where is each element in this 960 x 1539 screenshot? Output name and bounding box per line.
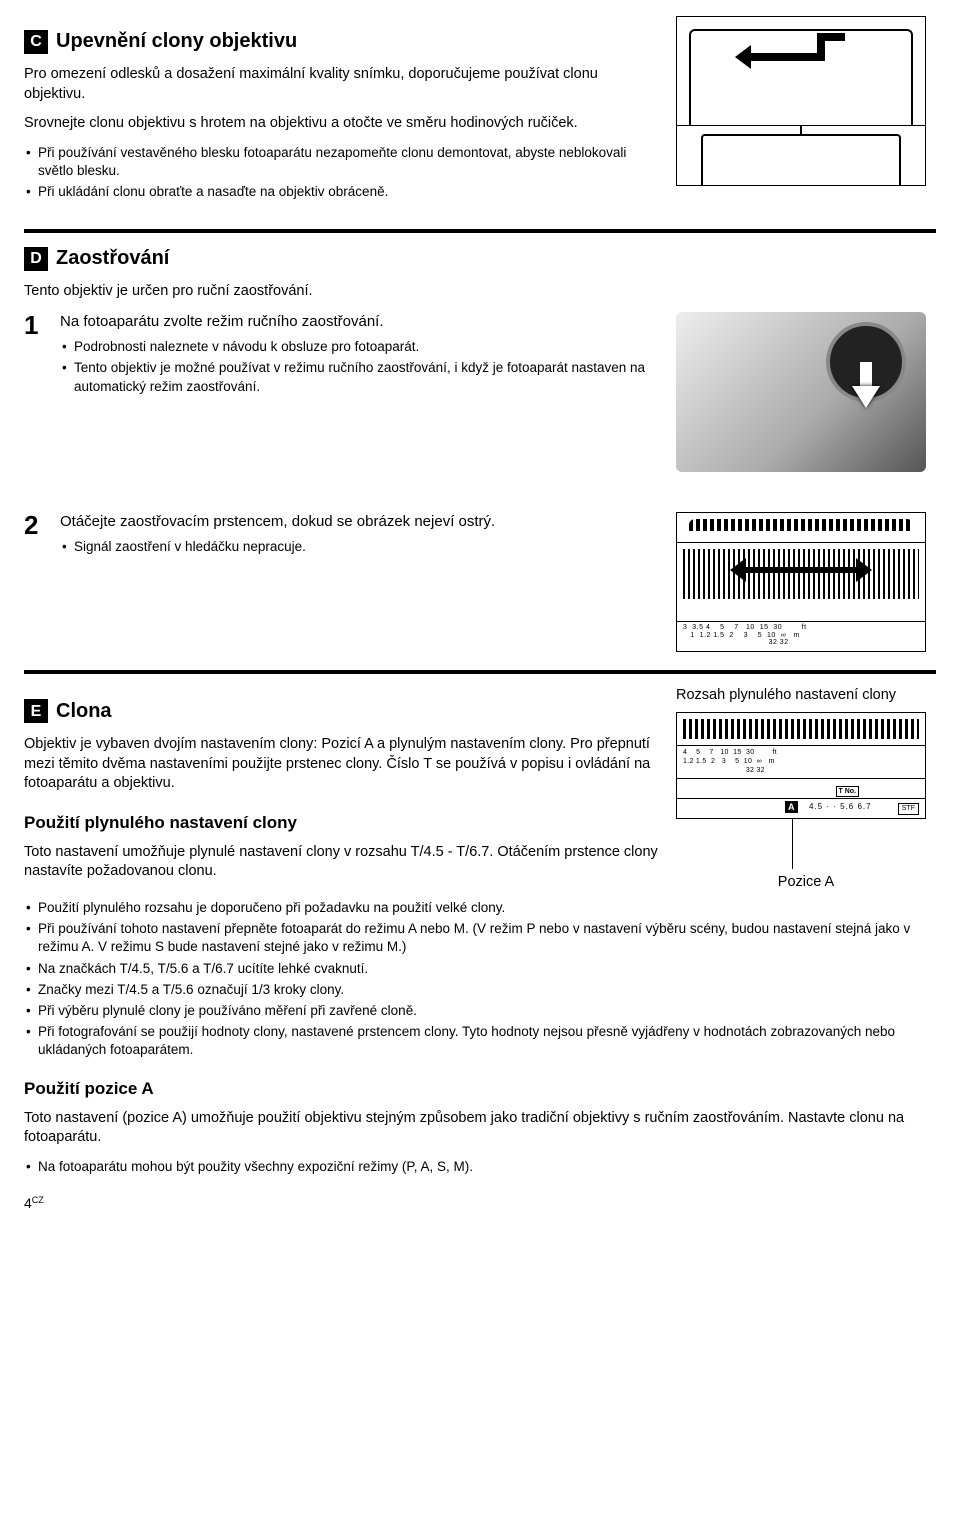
c-bullet-2: Při ukládání clonu obraťte a nasaďte na … — [24, 183, 660, 201]
figure-c — [676, 16, 926, 186]
step-2-label: Otáčejte zaostřovacím prstencem, dokud s… — [60, 512, 660, 532]
figure-d2-container: 3 3.5 4 5 7 10 15 30 ft 1 1.2 1.5 2 3 5 … — [676, 512, 936, 652]
e-sub2-paragraph: Toto nastavení (pozice A) umožňuje použi… — [24, 1109, 936, 1148]
double-arrow-icon — [746, 567, 856, 573]
step-2-number: 2 — [24, 512, 50, 566]
e-sub1-bullet-2: Při používání tohoto nastavení přepněte … — [24, 920, 936, 956]
section-c: C Upevnění clony objektivu Pro omezení o… — [24, 16, 936, 211]
d-step2-text: 2 Otáčejte zaostřovacím prstencem, dokud… — [24, 512, 660, 652]
badge-d: D — [24, 247, 48, 271]
stf-label: STF — [898, 803, 919, 814]
e-sub1-bullet-6: Při fotografování se použijí hodnoty clo… — [24, 1023, 936, 1059]
section-d-header: D Zaostřování — [24, 245, 936, 272]
e-sub2-title: Použití pozice A — [24, 1078, 936, 1101]
page-number: 4 — [24, 1195, 32, 1211]
step-1-bullets: Podrobnosti naleznete v návodu k obsluze… — [60, 338, 660, 396]
badge-e: E — [24, 699, 48, 723]
d-step2-row: 2 Otáčejte zaostřovacím prstencem, dokud… — [24, 512, 936, 652]
leader-line-icon — [792, 819, 793, 869]
figure-d1-container — [676, 312, 936, 472]
grip-stripes-icon — [683, 549, 919, 599]
alignment-mark-icon — [800, 126, 802, 134]
page-lang: CZ — [32, 1195, 44, 1205]
c-bullet-1: Při používání vestavěného blesku fotoapa… — [24, 144, 660, 180]
a-position-badge: A — [785, 801, 798, 813]
title-e: Clona — [56, 698, 112, 725]
divider — [24, 229, 936, 233]
section-e-text: E Clona Objektiv je vybaven dvojím nasta… — [24, 686, 660, 899]
e-sub1-title: Použití plynulého nastavení clony — [24, 812, 660, 835]
section-c-header: C Upevnění clony objektivu — [24, 28, 660, 55]
step-1-number: 1 — [24, 312, 50, 406]
aperture-values: 4.5 · · 5.6 6.7 — [809, 802, 872, 813]
title-d: Zaostřování — [56, 245, 169, 272]
figure-d1 — [676, 312, 926, 472]
arrow-left-icon — [735, 45, 751, 69]
e-sub1-bullet-4: Značky mezi T/4.5 a T/5.6 označují 1/3 k… — [24, 981, 936, 999]
figure-c-bottom — [676, 126, 926, 186]
step-1-bullet-1: Podrobnosti naleznete v návodu k obsluze… — [60, 338, 660, 356]
figure-d2: 3 3.5 4 5 7 10 15 30 ft 1 1.2 1.5 2 3 5 … — [676, 512, 926, 652]
t-number-row: T No. — [676, 785, 926, 799]
grip-stripes-icon — [689, 519, 913, 531]
arrow-shaft-icon — [747, 53, 817, 61]
lens-barrel-icon — [701, 134, 901, 185]
distance-scale: 4 5 7 10 15 30 ft 1.2 1.5 2 3 5 10 ∞ m 3… — [676, 746, 926, 779]
figure-c-container — [676, 16, 936, 211]
e-sub1-bullet-5: Při výběru plynulé clony je používáno mě… — [24, 1002, 936, 1020]
step-2-bullet-1: Signál zaostření v hledáčku nepracuje. — [60, 538, 660, 556]
step-1: 1 Na fotoaparátu zvolte režim ručního za… — [24, 312, 660, 406]
section-e-header: E Clona — [24, 698, 660, 725]
step-2-body: Otáčejte zaostřovacím prstencem, dokud s… — [60, 512, 660, 566]
focus-ring-mid — [676, 542, 926, 622]
figure-e: 4 5 7 10 15 30 ft 1.2 1.5 2 3 5 10 ∞ m 3… — [676, 712, 926, 820]
step-1-bullet-2: Tento objektiv je možné používat v režim… — [60, 359, 660, 395]
e-sub1-bullet-1: Použití plynulého rozsahu je doporučeno … — [24, 899, 936, 917]
c-paragraph-1: Pro omezení odlesků a dosažení maximální… — [24, 65, 660, 104]
e-sub2-bullet-1: Na fotoaparátu mohou být použity všechny… — [24, 1158, 936, 1176]
e-paragraph-1: Objektiv je vybaven dvojím nastavením cl… — [24, 735, 660, 794]
c-paragraph-2: Srovnejte clonu objektivu s hrotem na ob… — [24, 114, 660, 134]
section-c-text: C Upevnění clony objektivu Pro omezení o… — [24, 16, 660, 211]
step-2: 2 Otáčejte zaostřovacím prstencem, dokud… — [24, 512, 660, 566]
e-sub1-bullets: Použití plynulého rozsahu je doporučeno … — [24, 899, 936, 1060]
title-c: Upevnění clony objektivu — [56, 28, 297, 55]
step-1-body: Na fotoaparátu zvolte režim ručního zaos… — [60, 312, 660, 406]
figure-e-container: Rozsah plynulého nastavení clony 4 5 7 1… — [676, 686, 936, 899]
focus-ring-top — [676, 512, 926, 542]
d-step1-row: 1 Na fotoaparátu zvolte režim ručního za… — [24, 312, 936, 472]
grip-stripes-icon — [683, 719, 919, 739]
hood-handle-icon — [817, 33, 845, 41]
badge-c: C — [24, 30, 48, 54]
distance-scale: 3 3.5 4 5 7 10 15 30 ft 1 1.2 1.5 2 3 5 … — [676, 622, 926, 652]
e-sub1-paragraph: Toto nastavení umožňuje plynulé nastaven… — [24, 843, 660, 882]
aperture-ring-grip — [676, 712, 926, 746]
e-sub2-bullets: Na fotoaparátu mohou být použity všechny… — [24, 1158, 936, 1176]
aperture-ring: A 4.5 · · 5.6 6.7 STF — [676, 799, 926, 819]
step-1-label: Na fotoaparátu zvolte režim ručního zaos… — [60, 312, 660, 332]
c-bullets: Při používání vestavěného blesku fotoapa… — [24, 144, 660, 202]
t-no-label: T No. — [836, 786, 860, 797]
caption-pos-a: Pozice A — [676, 873, 936, 893]
page-footer: 4CZ — [24, 1194, 936, 1213]
caption-range: Rozsah plynulého nastavení clony — [676, 686, 936, 706]
e-sub1-bullet-3: Na značkách T/4.5, T/5.6 a T/6.7 ucítíte… — [24, 960, 936, 978]
arrow-down-icon — [852, 386, 880, 408]
d-intro: Tento objektiv je určen pro ruční zaostř… — [24, 282, 936, 302]
divider — [24, 670, 936, 674]
section-e: E Clona Objektiv je vybaven dvojím nasta… — [24, 686, 936, 899]
d-step1-text: 1 Na fotoaparátu zvolte režim ručního za… — [24, 312, 660, 472]
figure-c-top — [676, 16, 926, 126]
step-2-bullets: Signál zaostření v hledáčku nepracuje. — [60, 538, 660, 556]
